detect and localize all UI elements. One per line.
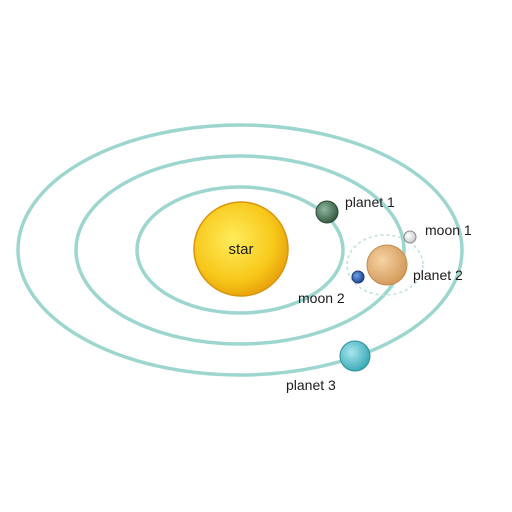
planet-1-label: planet 1 [345, 194, 395, 210]
orbit-middle [74, 154, 406, 346]
planet-3: planet 3 [286, 340, 371, 393]
moon-2-label: moon 2 [298, 290, 345, 306]
moon-1-label: moon 1 [425, 222, 472, 238]
star: star [193, 201, 289, 297]
planet-2-label: planet 2 [413, 267, 463, 283]
planet-1: planet 1 [315, 194, 395, 224]
orbit-inner [135, 185, 345, 315]
moon-2: moon 2 [298, 270, 365, 306]
moon-orbit [346, 234, 424, 296]
planet-2: planet 2 [366, 244, 463, 286]
planet-3-label: planet 3 [286, 377, 336, 393]
moon-1: moon 1 [403, 222, 472, 244]
orbit-outer [16, 123, 464, 377]
star-label: star [228, 241, 253, 258]
